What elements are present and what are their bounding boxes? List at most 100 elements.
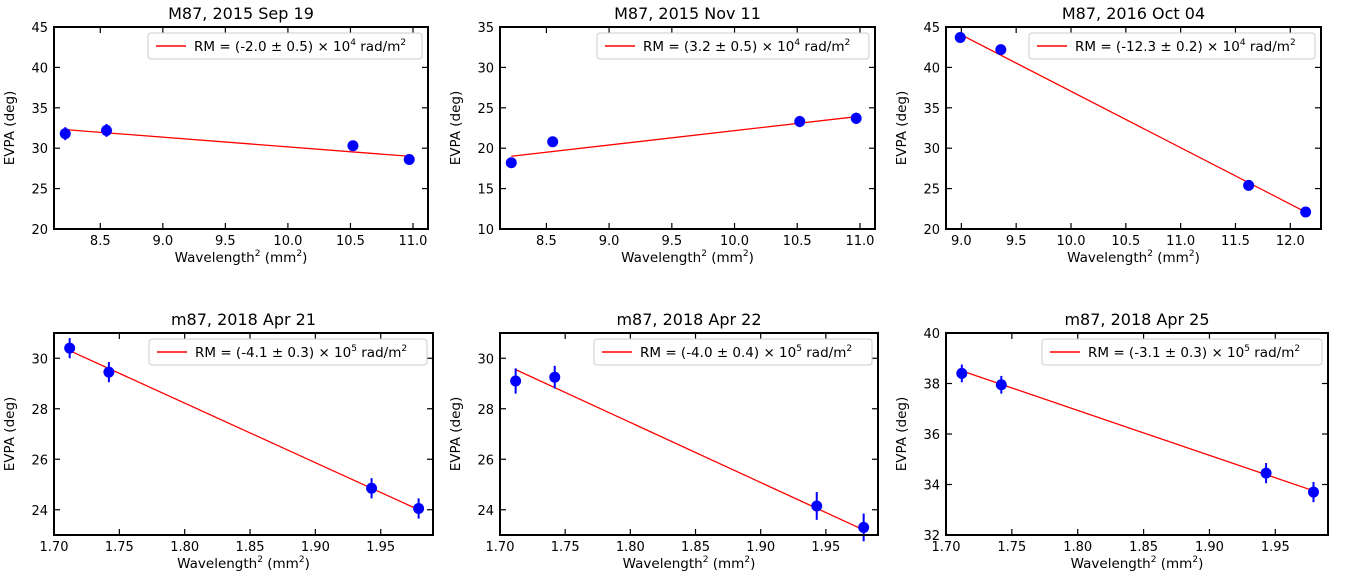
legend: RM = (-4.1 ± 0.3) × 105 rad/m2 [148,338,428,366]
legend-box [147,32,423,60]
x-axis-label: Wavelength2 (mm2) [623,555,756,572]
y-tick-label: 26 [31,453,48,468]
y-tick-label: 35 [477,21,494,36]
x-axis-label-text: Wavelength [175,250,255,266]
y-tick-label: 38 [923,378,940,393]
y-tick-label: 40 [31,61,48,76]
y-tick-label: 24 [477,504,494,519]
point-marker [505,157,517,169]
legend-label-prefix: RM = (-4.1 ± 0.3) × 10 [195,345,351,361]
x-axis-label-units-sup: 2 [1192,555,1198,565]
data-point [811,492,823,520]
point-marker [347,140,359,152]
x-axis-label-sup: 2 [703,555,709,565]
data-point [1243,179,1255,191]
legend-label-units-sup: 2 [1294,344,1300,354]
point-marker [954,32,966,44]
plot-frame [53,26,429,230]
x-axis-label-units-sup: 2 [744,555,750,565]
legend-label-units-sup: 2 [845,38,851,48]
data-point [794,115,806,128]
point-marker [366,482,378,494]
y-tick-label: 30 [31,142,48,157]
point-marker [850,112,862,124]
legend-label-units: rad/m [357,345,401,361]
y-tick-label: 30 [477,352,494,367]
x-tick-label: 12.0 [1276,234,1305,249]
x-tick-label: 1.85 [681,540,710,555]
legend-box [593,338,873,366]
legend-label: RM = (-2.0 ± 0.5) × 104 rad/m2 [194,38,406,55]
legend-label: RM = (-12.3 ± 0.2) × 104 rad/m2 [1075,38,1296,55]
data-point [505,157,517,169]
point-marker [549,371,561,383]
x-axis-label-units-sup: 2 [296,249,302,259]
point-marker [101,124,113,136]
point-marker [64,342,76,354]
legend-label-units: rad/m [356,39,400,55]
x-tick-label: 10.5 [336,234,365,249]
x-axis-label-sup: 2 [257,555,263,565]
data-point [59,127,71,141]
legend-label-exponent: 5 [1244,344,1250,354]
point-marker [59,128,71,140]
plot-frame [53,332,434,536]
data-point [64,338,76,359]
x-tick-label: 9.0 [152,234,173,249]
x-axis-label: Wavelength2 (mm2) [1067,249,1200,266]
y-axis-label: EVPA (deg) [2,91,18,166]
data-point [954,32,966,44]
axis-ticks: 8.5 9.0 9.5 10.0 10.5 11.0 10 15 20 25 30 35 [477,21,875,249]
x-axis-label-text: Wavelength [621,250,701,266]
x-tick-label: 1.90 [1195,540,1224,555]
y-tick-label: 35 [31,102,48,117]
point-marker [510,375,522,387]
plot-frame [945,26,1322,230]
y-tick-label: 25 [477,102,494,117]
point-marker [956,367,968,379]
data-point [858,513,870,542]
x-tick-label: 9.0 [951,234,972,249]
legend-label-units: rad/m [1250,345,1294,361]
y-tick-label: 26 [477,453,494,468]
y-tick-label: 10 [477,223,494,238]
legend-label-prefix: RM = (-4.0 ± 0.4) × 10 [640,345,796,361]
legend-label: RM = (-4.1 ± 0.3) × 105 rad/m2 [195,344,407,361]
x-tick-label: 11.0 [1166,234,1195,249]
y-tick-label: 32 [923,529,940,544]
x-axis-label-sup: 2 [701,249,707,259]
x-axis-label-text: Wavelength [1067,250,1147,266]
legend-label-prefix: RM = (-3.1 ± 0.3) × 10 [1088,345,1244,361]
x-axis-label-close: ) [750,556,755,572]
x-axis-label: Wavelength2 (mm2) [1071,555,1204,572]
x-axis-label-units-sup: 2 [743,249,749,259]
legend-label-units-sup: 2 [401,344,407,354]
x-tick-label: 1.75 [105,540,134,555]
point-marker [413,502,425,514]
data-point [1308,481,1320,503]
x-axis-label-units: (mm [1153,250,1189,266]
data-point [956,364,968,383]
x-tick-label: 10.5 [1111,234,1140,249]
legend: RM = (-3.1 ± 0.3) × 105 rad/m2 [1041,338,1323,366]
point-marker [811,500,823,512]
legend-label-exponent: 4 [350,38,356,48]
panel-title: M87, 2015 Nov 11 [614,4,761,23]
legend-label-exponent: 4 [794,38,800,48]
data-point [510,368,522,394]
point-marker [1308,486,1320,498]
x-tick-label: 1.95 [811,540,840,555]
x-axis-label-sup: 2 [1151,555,1157,565]
y-tick-label: 20 [477,142,494,157]
x-tick-label: 10.0 [1057,234,1086,249]
x-axis-label-units: (mm [1156,556,1192,572]
panel-3: M87, 2016 Oct 04 9.0 9.5 10.0 10.5 11.0 11.5 12… [894,4,1322,266]
x-tick-label: 1.90 [301,540,330,555]
y-tick-label: 28 [477,403,494,418]
y-tick-label: 40 [923,61,940,76]
legend-label-units: rad/m [802,345,846,361]
panel-title: m87, 2018 Apr 21 [171,310,316,329]
axis-ticks: 1.70 1.75 1.80 1.85 1.90 1.95 24 26 28 30 [31,333,433,555]
point-marker [1300,206,1312,218]
y-axis-label: EVPA (deg) [894,397,910,472]
